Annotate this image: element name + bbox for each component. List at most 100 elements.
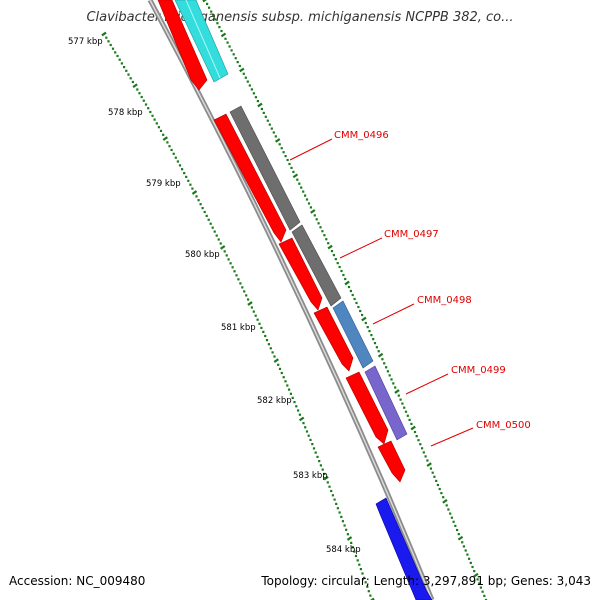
leader-cmm-0499	[405, 373, 449, 395]
ruler-tick	[299, 416, 305, 422]
gene-arrow-red[interactable]	[157, 0, 208, 91]
gene-label-cmm-0496[interactable]: CMM_0496	[334, 130, 389, 141]
outer-tick	[257, 102, 263, 108]
gene-label-cmm-0498[interactable]: CMM_0498	[417, 295, 472, 306]
ruler-tick	[288, 388, 291, 391]
gene-cmm-0499[interactable]	[364, 365, 408, 441]
outer-tick	[417, 439, 420, 442]
outer-tick	[388, 374, 391, 377]
labelled-genes-track	[229, 105, 408, 441]
ruler-tick	[271, 351, 274, 354]
gene-cmm-0498[interactable]	[332, 300, 374, 369]
ruler-tick	[335, 502, 338, 505]
outer-tick	[307, 202, 311, 205]
ruler-tick	[213, 230, 216, 233]
ruler-tick	[205, 214, 208, 217]
ruler-tick	[144, 103, 148, 106]
gene-label-cmm-0500[interactable]: CMM_0500	[476, 420, 531, 431]
outer-tick	[338, 265, 341, 269]
outer-tick	[410, 425, 416, 431]
outer-tick	[315, 218, 318, 221]
ruler-tick	[280, 371, 283, 375]
outer-tick	[377, 350, 380, 353]
outer-tick	[466, 553, 469, 556]
ruler-tick	[191, 187, 194, 190]
ruler-tick	[170, 148, 173, 152]
ruler-tick	[333, 498, 336, 501]
gene-arrow-red[interactable]	[345, 371, 389, 445]
ruler-tick	[183, 172, 186, 175]
ruler-tick	[157, 126, 160, 129]
gene-cmm-0497[interactable]	[291, 224, 342, 307]
outer-tick	[292, 170, 295, 173]
ruler-tick	[336, 507, 339, 510]
ruler-tick	[209, 222, 212, 225]
ruler-tick	[291, 396, 294, 399]
gene-arrow-red[interactable]	[213, 113, 287, 243]
ruler-tick	[328, 485, 331, 488]
outer-tick	[218, 26, 221, 29]
leader-cmm-0498	[372, 303, 415, 325]
ruler-tick	[369, 597, 375, 600]
ruler-tick	[312, 447, 316, 450]
gene-label-cmm-0497[interactable]: CMM_0497	[384, 229, 439, 240]
gene-arrow-blue[interactable]	[375, 497, 433, 600]
outer-tick	[408, 418, 411, 421]
ruler-tick	[350, 541, 353, 544]
gene-arrow-red[interactable]	[278, 237, 323, 311]
outer-tick	[461, 541, 464, 544]
ruler-tick	[304, 426, 307, 429]
outer-tick	[392, 382, 395, 385]
forward-genes-track	[157, 0, 433, 600]
outer-tick	[383, 362, 386, 365]
ruler-tick	[323, 475, 329, 481]
cyan-gene-track	[174, 0, 229, 83]
outer-tick	[212, 14, 215, 17]
kbp-label-577: 577 kbp	[68, 37, 103, 47]
ruler-tick	[366, 585, 369, 588]
outer-tick	[473, 570, 476, 573]
outer-tick	[421, 447, 424, 450]
outer-tick	[457, 535, 464, 541]
outer-tick	[424, 455, 427, 458]
outer-tick	[347, 285, 351, 289]
gene-cmm-0496[interactable]	[229, 105, 301, 231]
gene-arrow-red[interactable]	[377, 440, 406, 483]
outer-tick	[462, 545, 465, 548]
ruler-tick	[247, 298, 250, 301]
outer-tick	[404, 410, 408, 413]
outer-tick	[390, 378, 393, 381]
ruler-tick	[262, 330, 265, 333]
outer-tick	[317, 222, 320, 225]
ruler-tick	[297, 409, 300, 412]
outer-tick	[330, 250, 334, 253]
kbp-label-580: 580 kbp	[185, 250, 220, 260]
gene-arrow-red[interactable]	[313, 306, 354, 372]
gene-arrow-cyan[interactable]	[174, 0, 229, 83]
outer-tick	[286, 158, 289, 162]
outer-tick	[484, 598, 488, 600]
ruler-tick	[233, 270, 236, 273]
outer-tick	[355, 301, 358, 305]
ruler-tick	[269, 347, 272, 350]
gene-label-cmm-0499[interactable]: CMM_0499	[451, 365, 506, 376]
outer-tick	[220, 29, 223, 33]
ruler-tick	[298, 413, 301, 416]
outer-tick	[394, 386, 397, 389]
ruler-tick	[147, 107, 150, 110]
outer-tick	[256, 100, 259, 103]
ruler-tick	[345, 528, 348, 531]
outer-tick	[325, 238, 328, 241]
ruler-tick	[116, 54, 119, 58]
outer-tick	[340, 269, 343, 273]
ruler-tick	[225, 254, 228, 257]
outer-tick	[385, 366, 388, 369]
ruler-tick	[123, 66, 126, 69]
outer-tick	[275, 138, 281, 143]
ruler-tick	[286, 384, 289, 387]
ruler-tick	[284, 380, 287, 383]
ruler-tick	[227, 258, 230, 261]
accession-text: Accession: NC_009480	[9, 574, 146, 588]
outer-tick	[310, 209, 316, 214]
